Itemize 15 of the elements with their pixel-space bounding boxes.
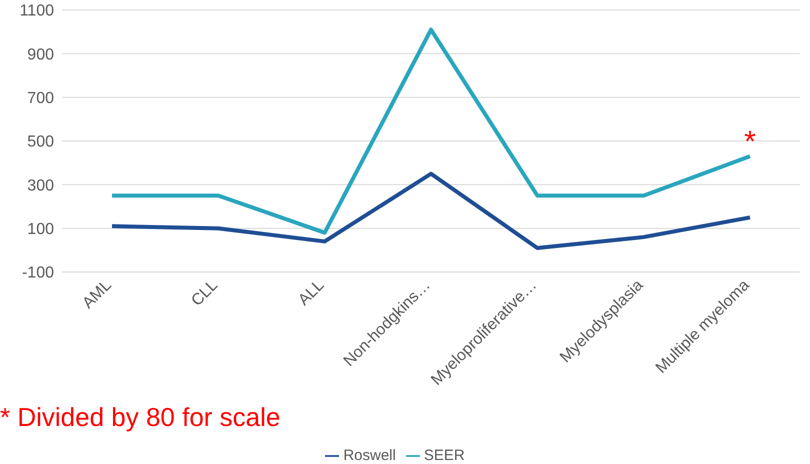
y-tick-label: -100 <box>22 264 54 282</box>
legend-label: SEER <box>424 447 465 464</box>
legend-label: Roswell <box>343 447 396 464</box>
y-tick-label: 900 <box>27 46 54 64</box>
x-tick-label: CLL <box>188 276 222 310</box>
annotation: * <box>744 125 756 158</box>
x-tick-label: AML <box>80 276 115 312</box>
y-tick-label: 100 <box>27 221 54 238</box>
y-tick-label: 300 <box>27 177 54 194</box>
y-tick-label: 1100 <box>20 2 54 20</box>
y-tick-label: 700 <box>27 90 54 108</box>
y-tick-label: 500 <box>27 134 54 151</box>
x-tick-label: ALL <box>295 276 328 309</box>
text: * Divided by 80 for scale <box>0 402 280 433</box>
line-series <box>110 172 752 250</box>
